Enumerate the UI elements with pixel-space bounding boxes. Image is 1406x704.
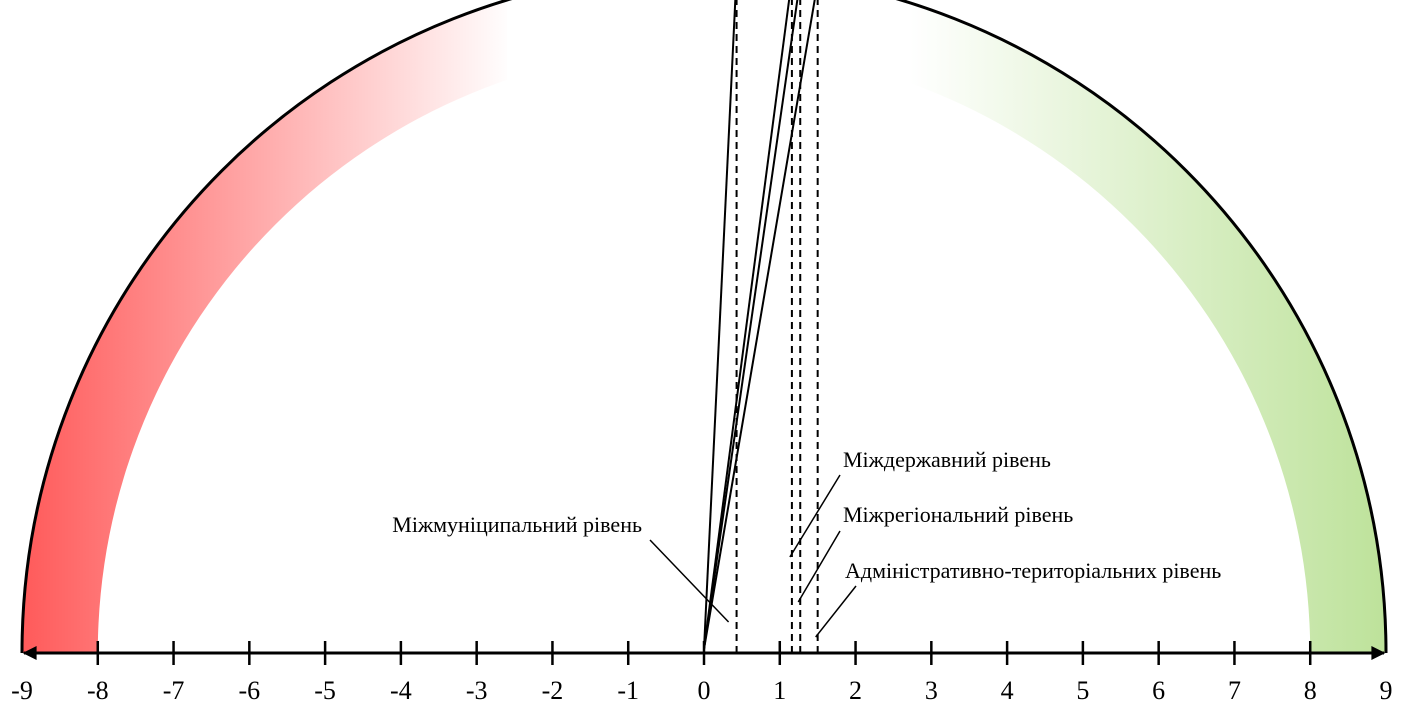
label-leader-line xyxy=(797,530,841,603)
negative-band xyxy=(22,0,507,653)
vector-label: Міждержавний рівень xyxy=(843,447,1051,472)
tick-label: -9 xyxy=(11,676,33,704)
tick-label: 8 xyxy=(1304,676,1317,704)
label-leader-line xyxy=(789,474,841,558)
projection-lines xyxy=(735,0,819,653)
tick-label: -2 xyxy=(542,676,564,704)
vector-arrow xyxy=(703,0,737,650)
tick-label: -1 xyxy=(617,676,639,704)
vector-arrow xyxy=(703,0,816,650)
label-leaders xyxy=(649,474,857,638)
tick-label: -8 xyxy=(87,676,109,704)
vector-arrow xyxy=(703,0,791,650)
vector-labels: Міжмуніципальний рівень Міждержавний ріве… xyxy=(392,447,1221,583)
tick-label: 1 xyxy=(773,676,786,704)
outer-arc xyxy=(20,0,1388,654)
tick-label: -7 xyxy=(163,676,185,704)
gauge-bands xyxy=(22,0,1386,653)
label-leader-line xyxy=(649,539,730,623)
tick-label: 6 xyxy=(1152,676,1165,704)
tick-label: -3 xyxy=(466,676,488,704)
vector-label: Міжрегіональний рівень xyxy=(843,502,1073,527)
vector-arrow xyxy=(703,0,799,650)
tick-label: 5 xyxy=(1076,676,1089,704)
tick-label: 9 xyxy=(1380,676,1393,704)
label-leader-line xyxy=(815,585,857,638)
tick-label: -5 xyxy=(314,676,336,704)
vector-arrows xyxy=(703,0,816,650)
tick-label: 3 xyxy=(925,676,938,704)
tick-label: -6 xyxy=(238,676,260,704)
tick-label: 0 xyxy=(698,676,711,704)
vector-label: Міжмуніципальний рівень xyxy=(392,512,642,537)
vector-label: Адміністративно-територіальних рівень xyxy=(845,558,1221,583)
tick-label: 7 xyxy=(1228,676,1241,704)
axis-ticks xyxy=(96,641,1312,665)
positive-band xyxy=(901,0,1386,653)
tick-label: -4 xyxy=(390,676,412,704)
axis-tick-labels: -9 -8 -7 -6 -5 -4 -3 -2 -1 0 1 2 3 4 5 6 7 8 9 xyxy=(11,676,1392,704)
tick-label: 2 xyxy=(849,676,862,704)
tick-label: 4 xyxy=(1001,676,1014,704)
